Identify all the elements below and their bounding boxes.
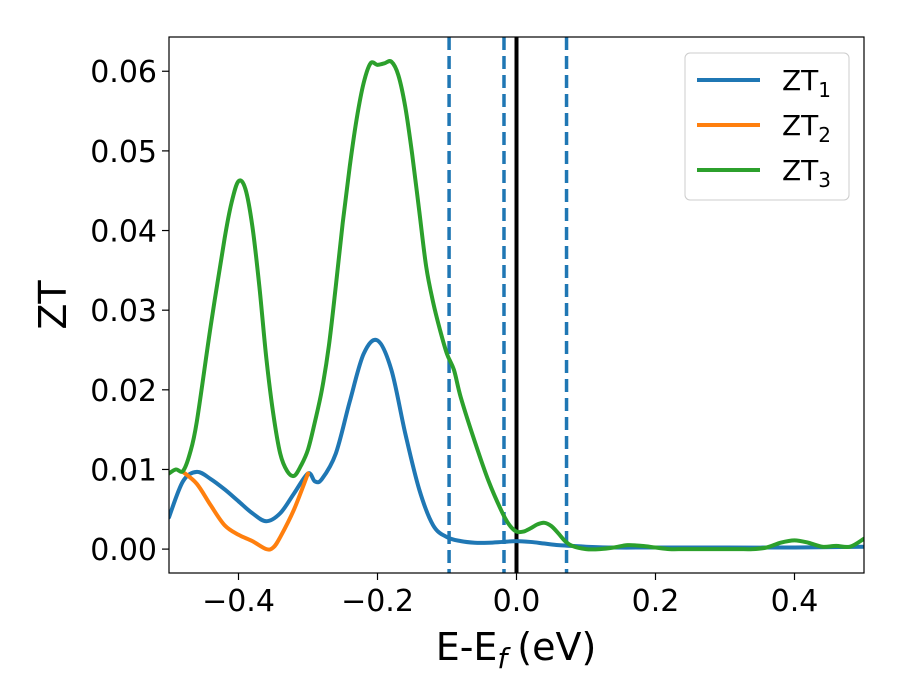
series-line-zt2: [180, 469, 310, 552]
x-axis-label: E-Ef (eV): [436, 625, 597, 675]
y-axis-label: ZT: [31, 280, 75, 330]
y-tick-label: 0.06: [90, 55, 157, 90]
x-tick-label: 0.0: [493, 584, 541, 619]
legend-box: [684, 52, 850, 201]
y-tick-label: 0.05: [90, 135, 157, 170]
y-tick-label: 0.01: [90, 453, 157, 488]
legend-label-zt1: ZT1: [782, 64, 831, 102]
x-tick-label: −0.2: [341, 584, 414, 619]
y-tick-label: 0.04: [90, 215, 157, 250]
y-axis-ticks: 0.00 0.01 0.02 0.03 0.04 0.05 0.06: [90, 55, 169, 568]
legend: ZT1 ZT2 ZT3: [684, 52, 850, 201]
x-tick-label: −0.4: [202, 584, 275, 619]
y-tick-label: 0.03: [90, 294, 157, 329]
series-line-zt3: [169, 59, 864, 552]
x-axis-ticks: −0.4 −0.2 0.0 0.2 0.4: [202, 573, 818, 619]
reference-lines: [447, 37, 569, 573]
legend-label-zt3: ZT3: [782, 154, 831, 192]
y-tick-label: 0.02: [90, 374, 157, 409]
x-tick-label: 0.4: [771, 584, 819, 619]
series-lines: [169, 59, 864, 552]
y-tick-label: 0.00: [90, 533, 157, 568]
legend-label-zt2: ZT2: [782, 109, 831, 147]
x-tick-label: 0.2: [632, 584, 680, 619]
